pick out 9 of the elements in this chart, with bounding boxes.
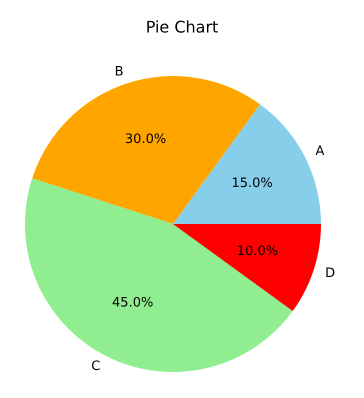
slice-label: A xyxy=(316,144,325,159)
data-label: 30.0% xyxy=(124,132,166,148)
chart-title: Pie Chart xyxy=(146,18,218,36)
slice-label: D xyxy=(325,266,336,281)
data-label: 45.0% xyxy=(112,296,154,311)
slice-label: B xyxy=(114,64,124,80)
slice-label: C xyxy=(91,359,100,374)
data-label: 10.0% xyxy=(236,244,278,259)
data-label: 15.0% xyxy=(231,176,273,192)
